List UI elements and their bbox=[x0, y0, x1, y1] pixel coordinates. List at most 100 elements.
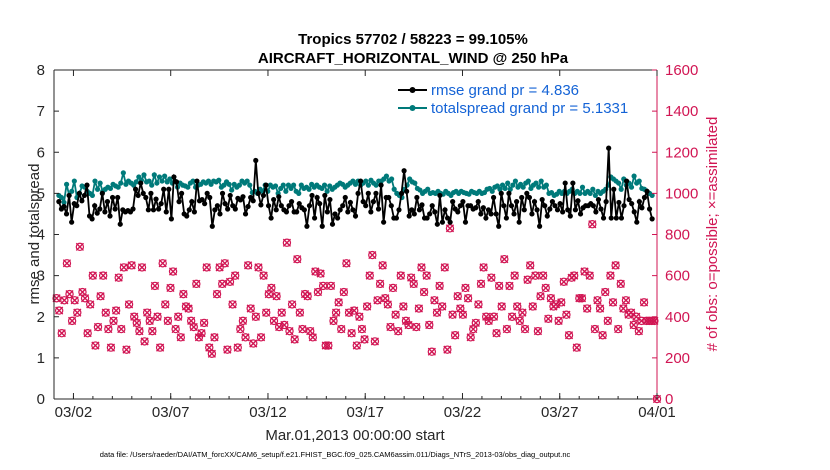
obs-count-point bbox=[575, 294, 584, 303]
left-y-tick-label: 4 bbox=[37, 227, 45, 244]
obs-count-point bbox=[471, 318, 481, 328]
rmse-point bbox=[322, 192, 328, 199]
rmse-point bbox=[278, 203, 284, 209]
rmse-point bbox=[519, 194, 525, 201]
totalspread-point bbox=[154, 180, 160, 186]
totalspread-point bbox=[538, 178, 544, 184]
obs-count-point bbox=[298, 324, 307, 334]
obs-count-point bbox=[544, 314, 553, 324]
rmse-point bbox=[363, 203, 369, 209]
totalspread-point bbox=[579, 184, 586, 190]
rmse-point bbox=[549, 199, 556, 205]
rmse-point bbox=[340, 203, 346, 209]
rmse-point bbox=[375, 206, 382, 212]
right-y-tick-label: 1200 bbox=[665, 144, 698, 161]
obs-count-point bbox=[360, 335, 369, 344]
right-y-tick-label: 0 bbox=[665, 391, 673, 408]
totalspread-point bbox=[162, 173, 168, 179]
rmse-point bbox=[179, 190, 185, 196]
obs-count-point bbox=[502, 324, 512, 334]
obs-count-point bbox=[391, 310, 400, 319]
rmse-point bbox=[219, 190, 226, 196]
totalspread-point bbox=[64, 181, 70, 187]
totalspread-point bbox=[373, 182, 379, 188]
rmse-point bbox=[99, 190, 105, 196]
obs-count-point bbox=[536, 291, 545, 301]
totalspread-point bbox=[247, 182, 253, 188]
rmse-point bbox=[199, 196, 205, 203]
right-y-tick-label: 1000 bbox=[665, 185, 698, 202]
rmse-point bbox=[204, 190, 210, 196]
rmse-point bbox=[616, 199, 622, 206]
rmse-point bbox=[393, 215, 400, 221]
legend-rmse-label: rmse grand pr = 4.836 bbox=[431, 82, 579, 99]
obs-count-point bbox=[132, 318, 142, 328]
y-axis-label-right: # of obs: o=possible; ×=assimilated bbox=[704, 117, 721, 352]
rmse-point bbox=[276, 194, 282, 200]
obs-count-point bbox=[634, 326, 644, 336]
rmse-point bbox=[506, 190, 512, 196]
totalspread-point bbox=[502, 185, 508, 192]
obs-count-point bbox=[316, 269, 325, 278]
obs-count-point bbox=[520, 324, 530, 334]
rmse-point bbox=[626, 196, 632, 203]
obs-count-point bbox=[582, 304, 592, 313]
obs-count-point bbox=[355, 312, 364, 321]
rmse-point bbox=[314, 194, 320, 201]
obs-count-point bbox=[199, 318, 209, 328]
rmse-point bbox=[575, 198, 581, 204]
obs-count-point bbox=[463, 294, 473, 303]
obs-count-point bbox=[207, 349, 217, 358]
rmse-point bbox=[516, 219, 522, 225]
rmse-point bbox=[155, 206, 162, 212]
obs-count-point bbox=[425, 320, 434, 330]
obs-count-point bbox=[533, 326, 543, 336]
obs-count-point bbox=[189, 322, 198, 332]
rmse-point bbox=[450, 199, 456, 205]
rmse-point bbox=[600, 215, 607, 221]
rmse-point bbox=[288, 199, 295, 205]
obs-count-point bbox=[632, 312, 641, 321]
rmse-point bbox=[271, 196, 277, 203]
obs-count-point bbox=[86, 300, 95, 309]
x-axis-label: Mar.01,2013 00:00:00 start bbox=[265, 427, 445, 444]
rmse-point bbox=[265, 203, 272, 209]
rmse-point bbox=[89, 216, 95, 222]
obs-count-point bbox=[75, 242, 85, 252]
obs-count-point bbox=[357, 324, 367, 334]
rmse-point bbox=[61, 203, 67, 210]
totalspread-point bbox=[97, 180, 103, 186]
x-tick-label: 03/22 bbox=[444, 404, 482, 421]
chart-title-line2: AIRCRAFT_HORIZONTAL_WIND @ 250 hPa bbox=[258, 50, 569, 67]
totalspread-point bbox=[89, 192, 95, 199]
rmse-point bbox=[283, 209, 290, 215]
rmse-point bbox=[245, 203, 251, 210]
obs-count-point bbox=[153, 312, 162, 321]
obs-count-point bbox=[241, 333, 250, 342]
rmse-point bbox=[401, 168, 407, 174]
rmse-point bbox=[140, 190, 146, 196]
obs-count-point bbox=[70, 296, 79, 305]
legend: rmse grand pr = 4.836 totalspread grand … bbox=[398, 82, 628, 117]
totalspread-point bbox=[141, 172, 147, 178]
right-y-tick-label: 1600 bbox=[665, 62, 698, 79]
obs-count-point bbox=[104, 324, 113, 334]
obs-count-point bbox=[230, 271, 240, 280]
obs-count-point bbox=[184, 304, 193, 313]
obs-count-point bbox=[352, 341, 361, 350]
x-ticks: 03/02 03/07 03/12 03/17 03/22 03/27 04/01 bbox=[53, 70, 676, 421]
rmse-point bbox=[414, 194, 420, 201]
obs-count-point bbox=[419, 287, 429, 297]
totalspread-point bbox=[533, 180, 539, 186]
obs-count-point bbox=[54, 306, 64, 315]
rmse-point bbox=[273, 207, 279, 213]
rmse-point bbox=[639, 205, 645, 211]
rmse-point bbox=[76, 190, 82, 196]
totalspread-point bbox=[536, 184, 542, 190]
rmse-point bbox=[623, 178, 630, 184]
totalspread-point bbox=[324, 188, 330, 194]
totalspread-point bbox=[587, 190, 593, 196]
rmse-point bbox=[593, 209, 599, 215]
rmse-point bbox=[365, 190, 371, 196]
obs-count-point bbox=[67, 316, 77, 326]
